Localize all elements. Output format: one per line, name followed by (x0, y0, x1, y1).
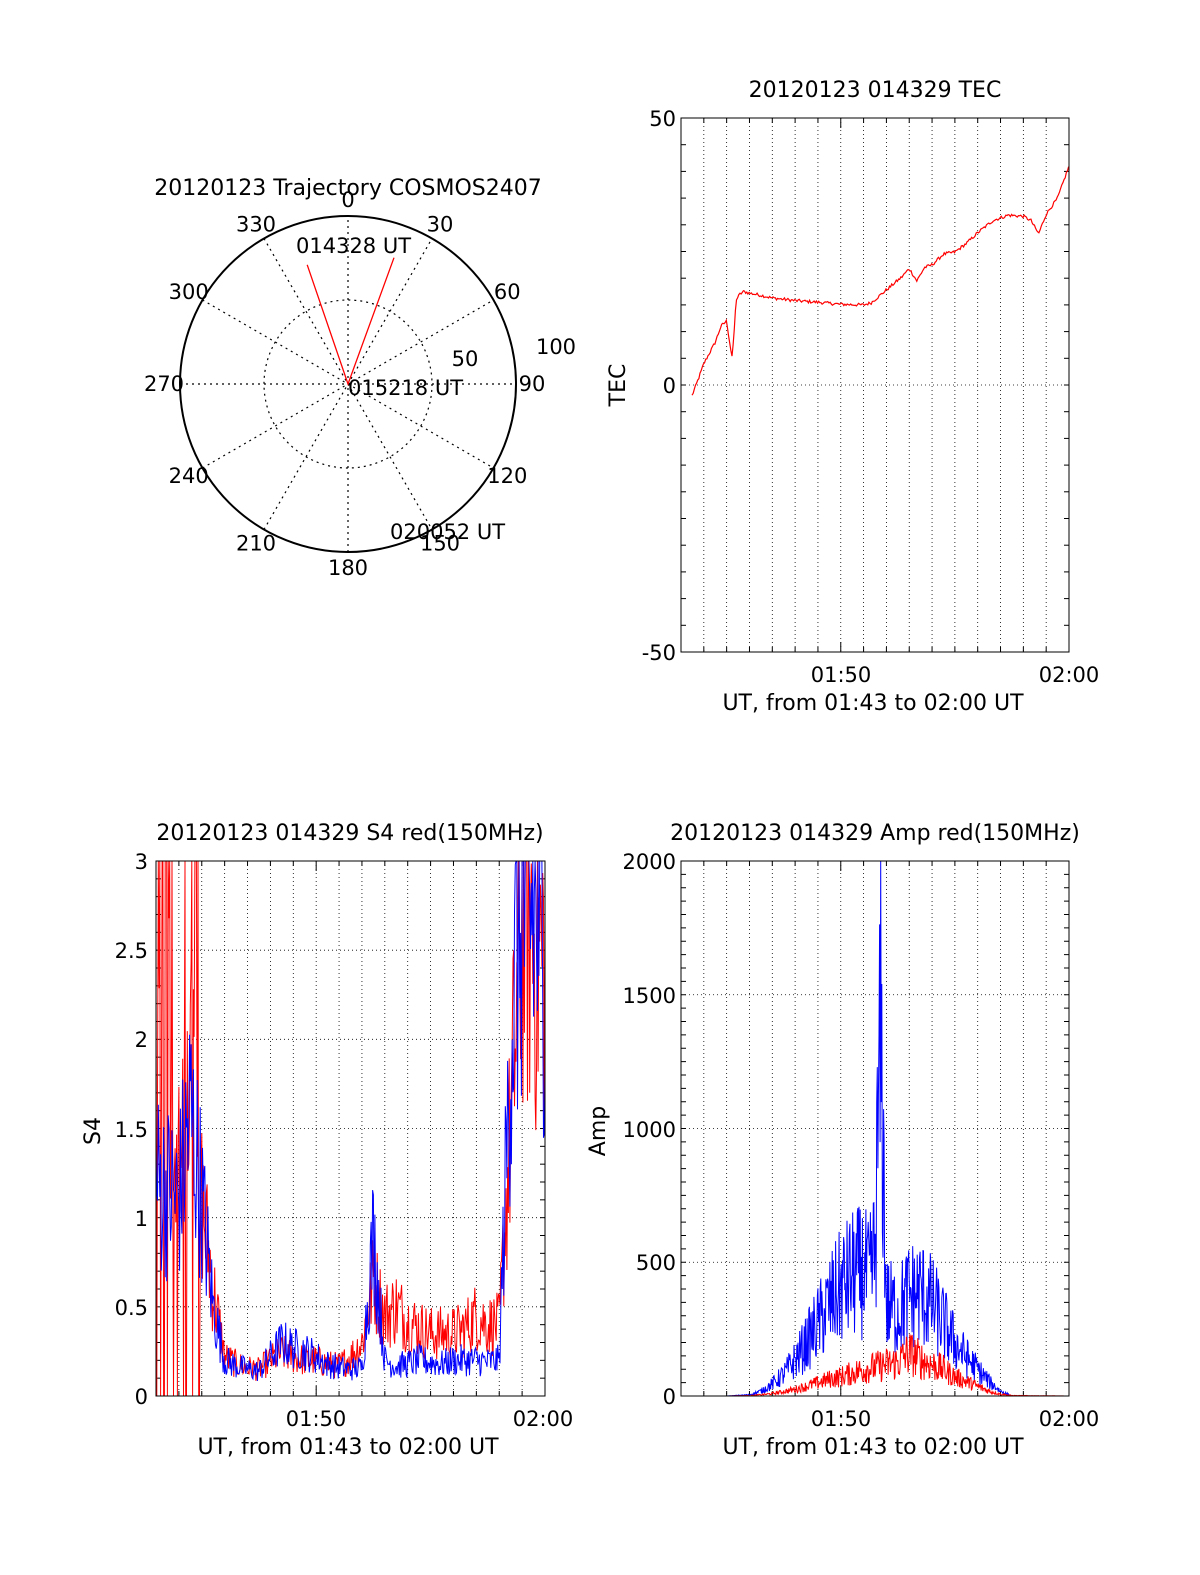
amp-ylabel: Amp (586, 1106, 611, 1156)
tec-frame (680, 117, 1070, 653)
polar-angle-label-240: 240 (169, 464, 209, 488)
amp-grid (681, 861, 1069, 1396)
polar-angle-label-210: 210 (236, 531, 276, 555)
s4-grid (156, 861, 545, 1396)
tec-xtick-0150: 01:50 (811, 663, 872, 687)
amp-series-blue (692, 860, 1069, 1397)
amp-xtick-0150: 01:50 (811, 1407, 872, 1431)
s4-ytick-3: 3 (135, 850, 148, 874)
s4-xlabel: UT, from 01:43 to 02:00 UT (197, 1435, 499, 1460)
radial-label-100: 100 (536, 335, 576, 359)
polar-angle-label-300: 300 (169, 280, 209, 304)
amp-tick-marks (681, 861, 1069, 1396)
s4-series-blue (155, 860, 546, 1382)
polar-angle-label-150: 150 (420, 531, 460, 555)
s4-ytick-1: 1 (135, 1207, 148, 1231)
polar-angle-label-330: 330 (236, 213, 276, 237)
amp-ytick-1000: 1000 (623, 1118, 676, 1142)
tec-ytick-50: 50 (649, 107, 676, 131)
s4-xtick-0200: 02:00 (513, 1407, 574, 1431)
tec-ytick-neg50: -50 (642, 641, 676, 665)
polar-angle-label-90: 90 (519, 372, 546, 396)
polar-angle-label-60: 60 (494, 280, 521, 304)
polar-angle-label-30: 30 (427, 213, 454, 237)
amp-xtick-0200: 02:00 (1039, 1407, 1100, 1431)
polar-angle-label-270: 270 (144, 372, 184, 396)
tec-grid (681, 118, 1069, 652)
s4-ytick-0.5: 0.5 (115, 1296, 148, 1320)
polar-angle-label-0: 0 (341, 188, 354, 212)
s4-ytick-2: 2 (135, 1028, 148, 1052)
s4-ytick-2.5: 2.5 (115, 939, 148, 963)
tec-xtick-0200: 02:00 (1039, 663, 1100, 687)
trajectory-line (306, 257, 395, 386)
tec-plot: 20120123 014329 TEC 50 0 -50 01:50 02:00… (606, 78, 1099, 716)
s4-xtick-0150: 01:50 (286, 1407, 347, 1431)
trajectory-end-label: 020052 UT (390, 520, 505, 544)
polar-angle-label-180: 180 (328, 556, 368, 580)
tec-ytick-0: 0 (663, 374, 676, 398)
s4-ytick-1.5: 1.5 (115, 1118, 148, 1142)
s4-series-red (155, 860, 546, 1397)
amp-ytick-500: 500 (636, 1251, 676, 1275)
tec-tick-marks (681, 118, 1069, 652)
tec-title: 20120123 014329 TEC (749, 78, 1002, 103)
tec-series-red (691, 166, 1070, 396)
polar-angle-labels: 0 30 60 90 120 150 180 210 240 270 300 330 (144, 188, 545, 580)
polar-angle-label-120: 120 (487, 464, 527, 488)
amp-ytick-2000: 2000 (623, 850, 676, 874)
polar-title: 20120123 Trajectory COSMOS2407 (154, 176, 541, 201)
s4-ylabel: S4 (81, 1117, 106, 1145)
s4-plot: 20120123 014329 S4 red(150MHz) 3 2.5 2 1… (81, 821, 573, 1460)
amp-plot: 20120123 014329 Amp red(150MHz) 2000 150… (586, 821, 1099, 1460)
tec-ylabel: TEC (606, 364, 631, 408)
trajectory-mid-label: 015218 UT (348, 376, 463, 400)
tec-xlabel: UT, from 01:43 to 02:00 UT (722, 691, 1024, 716)
s4-title: 20120123 014329 S4 red(150MHz) (156, 821, 543, 846)
amp-ytick-0: 0 (663, 1385, 676, 1409)
trajectory-start-label: 014328 UT (296, 234, 411, 258)
radial-label-50: 50 (452, 347, 479, 371)
s4-frame (155, 860, 546, 1397)
amp-xlabel: UT, from 01:43 to 02:00 UT (722, 1435, 1024, 1460)
amp-title: 20120123 014329 Amp red(150MHz) (670, 821, 1080, 846)
amp-ytick-1500: 1500 (623, 984, 676, 1008)
s4-tick-marks (156, 861, 545, 1396)
s4-ytick-0: 0 (135, 1385, 148, 1409)
polar-trajectory-plot: 20120123 Trajectory COSMOS2407 0 30 60 90 12… (144, 176, 576, 580)
amp-series-red (692, 1334, 1069, 1397)
amp-frame (680, 860, 1070, 1397)
